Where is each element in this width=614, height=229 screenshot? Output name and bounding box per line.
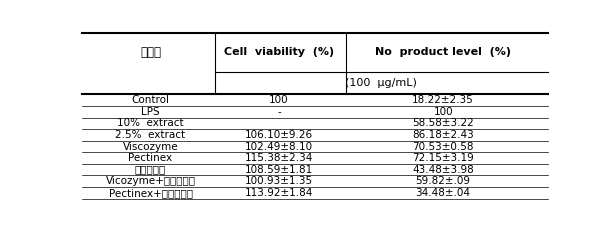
Text: 34.48±.04: 34.48±.04 — [416, 188, 471, 198]
Text: 106.10±9.26: 106.10±9.26 — [245, 130, 313, 140]
Text: 18.22±2.35: 18.22±2.35 — [412, 95, 474, 105]
Text: Vicozyme+초고압균질: Vicozyme+초고압균질 — [106, 176, 195, 186]
Text: 72.15±3.19: 72.15±3.19 — [412, 153, 474, 163]
Text: 59.82±.09: 59.82±.09 — [416, 176, 471, 186]
Text: 113.92±1.84: 113.92±1.84 — [245, 188, 313, 198]
Text: -: - — [277, 107, 281, 117]
Text: 초고압균질: 초고압균질 — [135, 165, 166, 175]
Text: (100  μg/mL): (100 μg/mL) — [345, 78, 418, 88]
Text: 102.49±8.10: 102.49±8.10 — [245, 142, 313, 152]
Text: 115.38±2.34: 115.38±2.34 — [245, 153, 313, 163]
Text: 58.58±3.22: 58.58±3.22 — [412, 118, 474, 128]
Text: LPS: LPS — [141, 107, 160, 117]
Text: Control: Control — [131, 95, 169, 105]
Text: 다래순: 다래순 — [140, 46, 161, 59]
Text: Pectinex: Pectinex — [128, 153, 173, 163]
Text: No  product level  (%): No product level (%) — [375, 47, 511, 57]
Text: Pectinex+초고압균질: Pectinex+초고압균질 — [109, 188, 193, 198]
Text: 100: 100 — [433, 107, 453, 117]
Text: 10%  extract: 10% extract — [117, 118, 184, 128]
Text: 100: 100 — [269, 95, 289, 105]
Text: 100.93±1.35: 100.93±1.35 — [245, 176, 313, 186]
Text: 43.48±3.98: 43.48±3.98 — [412, 165, 474, 175]
Text: 86.18±2.43: 86.18±2.43 — [412, 130, 474, 140]
Text: 2.5%  extract: 2.5% extract — [115, 130, 185, 140]
Text: 70.53±0.58: 70.53±0.58 — [413, 142, 474, 152]
Text: 108.59±1.81: 108.59±1.81 — [245, 165, 313, 175]
Text: Viscozyme: Viscozyme — [123, 142, 178, 152]
Text: Cell  viability  (%): Cell viability (%) — [224, 47, 334, 57]
